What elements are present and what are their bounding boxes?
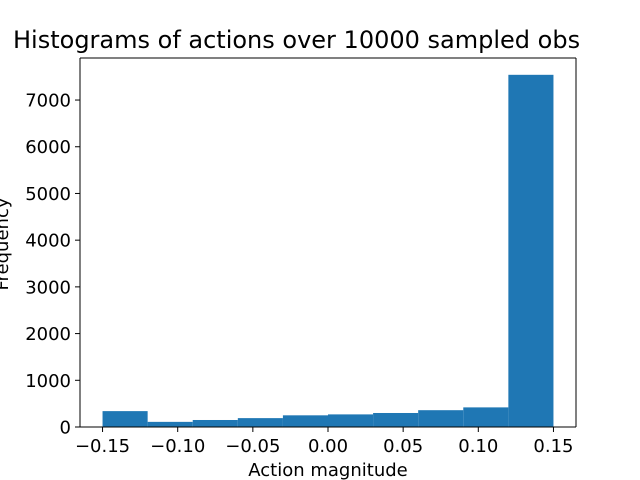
histogram-bar-3 xyxy=(237,418,283,427)
histogram-bar-1 xyxy=(147,421,193,427)
x-axis-ticks: −0.15 −0.10 −0.05 0.00 0.05 0.10 0.15 xyxy=(75,427,573,457)
histogram-bar-0 xyxy=(102,411,148,427)
x-axis-label: Action magnitude xyxy=(248,460,407,480)
histogram-bar-9 xyxy=(508,74,554,428)
x-tick-label: −0.05 xyxy=(225,436,280,457)
y-tick-label: 4000 xyxy=(25,231,71,252)
y-tick-label: 7000 xyxy=(25,91,71,112)
histogram-bar-5 xyxy=(328,414,374,427)
x-tick-label: −0.10 xyxy=(150,436,205,457)
histogram-bar-6 xyxy=(373,412,419,427)
histogram-bar-8 xyxy=(463,407,509,427)
bars-group xyxy=(102,74,554,428)
plot-frame xyxy=(79,57,577,428)
x-tick-label: −0.15 xyxy=(75,436,130,457)
x-tick-label: 0.10 xyxy=(458,436,498,457)
y-axis-label: Frequency xyxy=(0,197,13,290)
histogram-bar-2 xyxy=(192,419,238,427)
y-tick-label: 2000 xyxy=(25,324,71,345)
x-tick-label: 0.15 xyxy=(533,436,573,457)
histogram-bar-4 xyxy=(282,415,328,427)
y-tick-label: 5000 xyxy=(25,184,71,205)
histogram-bar-7 xyxy=(418,410,464,427)
x-tick-label: 0.00 xyxy=(308,436,348,457)
x-tick-label: 0.05 xyxy=(383,436,423,457)
y-tick-label: 0 xyxy=(60,418,71,439)
y-tick-label: 6000 xyxy=(25,137,71,158)
y-tick-label: 1000 xyxy=(25,371,71,392)
chart-title: Histograms of actions over 10000 sampled… xyxy=(13,26,580,54)
y-tick-label: 3000 xyxy=(25,277,71,298)
y-axis-ticks: 0 1000 2000 3000 4000 5000 6000 7000 xyxy=(25,91,80,439)
